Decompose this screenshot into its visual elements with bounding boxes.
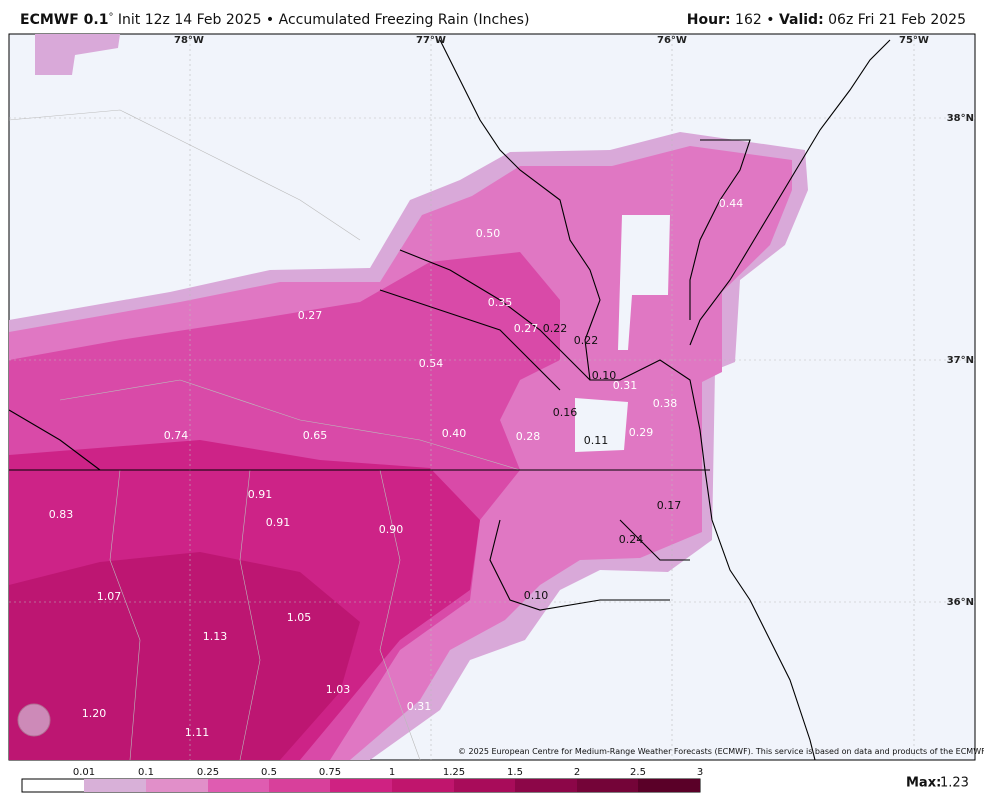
colorbar-label: 3 [697, 767, 703, 778]
river [8, 409, 101, 471]
value-label: 0.16 [553, 406, 578, 419]
value-label: 0.17 [657, 499, 682, 512]
boundary [8, 109, 361, 241]
shade-low [35, 34, 120, 75]
lon-label: 77°W [416, 35, 446, 46]
valid: 06z Fri 21 Feb 2025 [828, 12, 966, 28]
legend: 0.01 0.1 0.25 0.5 0.75 1 1.25 1.5 2 2.5 3 [21, 767, 703, 793]
value-label: 0.91 [248, 488, 273, 501]
value-label: 0.65 [303, 429, 328, 442]
hour-label: Hour: [686, 12, 731, 28]
value-label: 1.11 [185, 726, 210, 739]
colorbar-segment [208, 779, 269, 792]
copyright: © 2025 European Centre for Medium-Range … [458, 747, 984, 756]
value-label: 0.74 [164, 429, 189, 442]
boundary [109, 469, 141, 761]
value-label: 0.11 [584, 434, 609, 447]
value-label: 0.22 [543, 322, 568, 335]
coastlines [8, 39, 891, 761]
value-label: 0.29 [629, 426, 654, 439]
max-value: 1.23 [940, 776, 969, 791]
colorbar-label: 2.5 [630, 767, 646, 778]
colorbar-segment [454, 779, 515, 792]
shade-highest [9, 552, 360, 760]
colorbar-label: 1 [389, 767, 395, 778]
value-label: 1.03 [326, 683, 351, 696]
lon-label: 76°W [657, 35, 687, 46]
degree: ° [108, 12, 114, 23]
value-label: 0.44 [719, 197, 744, 210]
value-label: 0.22 [574, 334, 599, 347]
colorbar-label: 1.5 [507, 767, 523, 778]
colorbar-segment [330, 779, 392, 792]
lat-label: 37°N [947, 355, 974, 366]
colorbar-label: 0.25 [197, 767, 219, 778]
value-label: 0.27 [514, 322, 539, 335]
value-label: 0.40 [442, 427, 467, 440]
value-label: 0.38 [653, 397, 678, 410]
lon-label: 75°W [899, 35, 929, 46]
coast [439, 39, 816, 761]
value-label: 0.91 [266, 516, 291, 529]
shading [9, 34, 808, 760]
value-label: 1.13 [203, 630, 228, 643]
boundary [379, 469, 421, 761]
river [399, 249, 591, 381]
colorbar-segment [84, 779, 146, 792]
no-ice [575, 398, 628, 452]
value-label: 0.35 [488, 296, 513, 309]
colorbar-segment [515, 779, 577, 792]
value-label: 0.27 [298, 309, 323, 322]
no-ice [618, 215, 670, 350]
colorbar-label: 0.75 [319, 767, 341, 778]
value-label: 1.20 [82, 707, 107, 720]
logo-mark [17, 703, 51, 737]
value-label: 0.10 [524, 589, 549, 602]
header-left: ECMWF 0.1° Init 12z 14 Feb 2025 • Accumu… [20, 12, 529, 28]
value-label: 0.31 [407, 700, 432, 713]
sound [619, 519, 690, 561]
value-label: 0.90 [379, 523, 404, 536]
valid-label: Valid: [778, 12, 824, 28]
value-label: 1.07 [97, 590, 122, 603]
coast [689, 139, 751, 320]
colorbar-label: 0.5 [261, 767, 277, 778]
point-labels: 0.440.500.350.270.27 0.220.220.540.100.31… [49, 197, 744, 739]
colorbar-segment [577, 779, 638, 792]
colorbar-label: 0.01 [73, 767, 95, 778]
lat-label: 38°N [947, 113, 974, 124]
lon-label: 78°W [174, 35, 204, 46]
max-label: Max: [906, 776, 941, 791]
model: ECMWF 0.1 [20, 12, 109, 28]
colorbar-label: 2 [574, 767, 580, 778]
hour: 162 • [735, 12, 775, 28]
county-lines [8, 34, 975, 761]
lat-label: 36°N [947, 597, 974, 608]
colorbar-label: 1.25 [443, 767, 465, 778]
colorbar-segment [392, 779, 454, 792]
value-label: 0.24 [619, 533, 644, 546]
boundary [239, 469, 261, 761]
colorbar-label: 0.1 [138, 767, 154, 778]
river [379, 289, 561, 391]
sound [489, 519, 670, 611]
value-label: 0.50 [476, 227, 501, 240]
value-label: 0.54 [419, 357, 444, 370]
value-label: 0.83 [49, 508, 74, 521]
value-label: 0.31 [613, 379, 638, 392]
boundary [59, 379, 521, 471]
coast [689, 39, 891, 346]
logo [17, 703, 51, 737]
colorbar-segment [638, 779, 700, 792]
colorbar-segment [146, 779, 208, 792]
value-label: 1.05 [287, 611, 312, 624]
colorbar-segment [269, 779, 330, 792]
value-label: 0.10 [592, 369, 617, 382]
value-label: 0.28 [516, 430, 541, 443]
init-product: Init 12z 14 Feb 2025 • Accumulated Freez… [117, 12, 530, 28]
header-right: Hour: 162 • Valid: 06z Fri 21 Feb 2025 [687, 12, 966, 28]
